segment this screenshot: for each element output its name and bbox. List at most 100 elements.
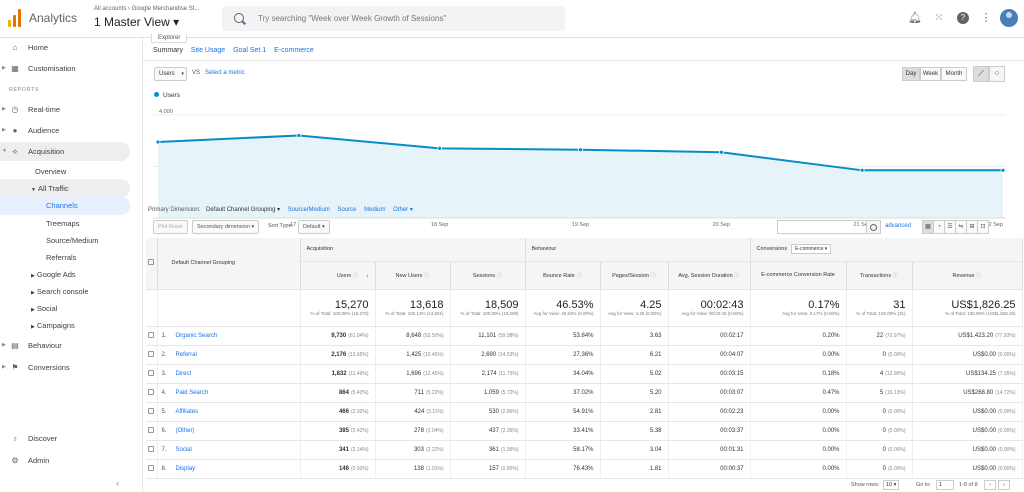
row-channel-link[interactable]: 6. (Other) xyxy=(157,421,301,441)
row-channel-link[interactable]: 8. Display xyxy=(157,459,301,479)
sidebar-item-search-console[interactable]: ▶ Search console xyxy=(31,287,89,296)
collapse-sidebar-icon[interactable]: ‹ xyxy=(116,478,119,488)
show-rows-select[interactable]: 10 ▾ xyxy=(883,480,900,490)
row-channel-link[interactable]: 4. Paid Search xyxy=(157,383,301,403)
row-checkbox[interactable] xyxy=(146,402,158,422)
sidebar-item-overview[interactable]: Overview xyxy=(35,167,67,176)
period-week-button[interactable]: Week xyxy=(920,67,941,81)
pivot-view-icon[interactable]: ⊡ xyxy=(977,220,989,234)
select-all-checkbox[interactable] xyxy=(146,238,158,290)
subtab-site-usage[interactable]: Site Usage xyxy=(190,47,226,54)
cell-conversion-rate: 0.00% xyxy=(750,440,847,460)
primary-dimension-value[interactable]: Default Channel Grouping ▾ xyxy=(206,207,281,213)
sidebar-item-home[interactable]: ⌂ Home xyxy=(0,38,130,57)
data-point[interactable] xyxy=(718,149,724,155)
select-metric-link[interactable]: Select a metric xyxy=(205,70,245,76)
sidebar-item-conversions[interactable]: ▶ ⚑ Conversions xyxy=(0,358,130,377)
sidebar-item-realtime[interactable]: ▶ ◷ Real-time xyxy=(0,100,130,119)
column-header-new-users[interactable]: New Users ⓘ xyxy=(375,261,451,290)
period-month-button[interactable]: Month xyxy=(941,67,967,81)
sidebar-item-acquisition[interactable]: ▼ ⟡ Acquisition xyxy=(0,142,130,161)
sidebar-item-channels[interactable]: Channels xyxy=(0,196,130,215)
row-checkbox[interactable] xyxy=(146,440,158,460)
tab-explorer[interactable]: Explorer xyxy=(151,34,188,43)
subtab-ecommerce[interactable]: E-commerce xyxy=(274,47,314,54)
sidebar-item-customisation[interactable]: ▶ ▦ Customisation xyxy=(0,59,130,78)
sidebar-item-admin[interactable]: ⚙ Admin xyxy=(0,451,130,470)
data-point[interactable] xyxy=(437,146,443,151)
sidebar-item-source-medium[interactable]: Source/Medium xyxy=(46,236,99,245)
sidebar-item-discover[interactable]: ♁ Discover xyxy=(0,429,130,448)
motion-chart-icon[interactable]: ⁘ xyxy=(989,66,1005,82)
prev-page-icon[interactable]: ‹ xyxy=(984,480,996,490)
row-checkbox[interactable] xyxy=(146,345,158,365)
acquisition-icon: ⟡ xyxy=(12,147,18,156)
bell-icon[interactable]: 🔔︎ xyxy=(908,12,922,24)
table-search-input[interactable] xyxy=(777,220,867,234)
row-checkbox[interactable] xyxy=(146,383,158,403)
column-header-bounce-rate[interactable]: Bounce Rate ⓘ xyxy=(525,261,601,290)
row-channel-link[interactable]: 1. Organic Search xyxy=(157,326,301,346)
metric-select[interactable]: Users ▾ xyxy=(154,67,187,81)
sidebar-item-campaigns[interactable]: ▶ Campaigns xyxy=(31,321,75,330)
sort-type-label: Sort Type: xyxy=(268,223,293,229)
row-checkbox[interactable] xyxy=(146,459,158,479)
sort-type-select[interactable]: Default ▾ xyxy=(298,220,330,234)
apps-icon[interactable]: ⁙ xyxy=(934,12,944,24)
analytics-logo[interactable] xyxy=(8,9,22,27)
conversions-select[interactable]: E-commerce ▾ xyxy=(791,244,832,255)
advanced-filter-link[interactable]: advanced xyxy=(885,223,912,229)
more-vert-icon[interactable]: ⋮ xyxy=(980,12,992,24)
column-header-conversion-rate[interactable]: E-commerce Conversion Rate xyxy=(750,261,847,290)
search-box[interactable]: Try searching "Week over Week Growth of … xyxy=(222,6,565,31)
row-channel-link[interactable]: 3. Direct xyxy=(157,364,301,384)
period-day-button[interactable]: Day xyxy=(902,67,920,81)
expand-arrow-icon: ▶ xyxy=(2,65,6,71)
column-header-avg-duration[interactable]: Avg. Session Duration ⓘ xyxy=(668,261,751,290)
goto-input[interactable]: 1 xyxy=(936,480,954,490)
sidebar-item-audience[interactable]: ▶ ● Audience xyxy=(0,121,130,140)
dimension-link-source[interactable]: Source xyxy=(337,207,357,213)
row-channel-link[interactable]: 7. Social xyxy=(157,440,301,460)
help-icon[interactable]: ? xyxy=(957,12,969,24)
column-header-pages-session[interactable]: Pages/Session ⓘ xyxy=(600,261,669,290)
data-point[interactable] xyxy=(1000,167,1005,173)
line-chart-icon[interactable]: ⟋ xyxy=(973,66,989,82)
row-checkbox[interactable] xyxy=(146,326,158,346)
sidebar-item-referrals[interactable]: Referrals xyxy=(46,253,77,262)
sidebar-item-all-traffic[interactable]: ▼ All Traffic xyxy=(0,179,130,198)
sidebar-item-treemaps[interactable]: Treemaps xyxy=(46,219,80,228)
column-header-users[interactable]: Users ⓘ ↓ xyxy=(300,261,376,290)
data-point[interactable] xyxy=(155,139,161,145)
dimension-link-other[interactable]: Other ▾ xyxy=(393,207,413,213)
view-selector[interactable]: 1 Master View ▾ xyxy=(94,15,180,29)
row-checkbox[interactable] xyxy=(146,364,158,384)
column-header-dimension[interactable]: Default Channel Grouping xyxy=(157,238,301,290)
column-header-revenue[interactable]: Revenue ⓘ xyxy=(912,261,1023,290)
row-index: 2. xyxy=(161,351,167,358)
search-icon[interactable] xyxy=(867,220,881,234)
column-header-sessions[interactable]: Sessions ⓘ xyxy=(450,261,526,290)
top-bar: Analytics All accounts › Google Merchand… xyxy=(0,0,1024,38)
data-point[interactable] xyxy=(859,167,865,173)
data-point[interactable] xyxy=(578,147,583,153)
next-page-icon[interactable]: › xyxy=(998,480,1010,490)
avatar[interactable] xyxy=(1000,9,1018,27)
secondary-dimension-select[interactable]: Secondary dimension ▾ xyxy=(192,220,260,234)
row-channel-link[interactable]: 5. Affiliates xyxy=(157,402,301,422)
sidebar-item-social[interactable]: ▶ Social xyxy=(31,304,58,313)
sidebar-item-google-ads[interactable]: ▶ Google Ads xyxy=(31,270,76,279)
row-checkbox[interactable] xyxy=(146,421,158,441)
row-channel-link[interactable]: 2. Referral xyxy=(157,345,301,365)
account-breadcrumb[interactable]: All accounts › Google Merchandise St... xyxy=(94,6,200,12)
plot-rows-button[interactable]: Plot Rows xyxy=(153,220,188,234)
subtab-goal-set[interactable]: Goal Set 1 xyxy=(233,47,267,54)
sidebar-item-behaviour[interactable]: ▶ ▤ Behaviour xyxy=(0,336,130,355)
dimension-link-medium[interactable]: Medium xyxy=(364,207,386,213)
data-point[interactable] xyxy=(296,133,302,138)
column-header-transactions[interactable]: Transactions ⓘ xyxy=(846,261,913,290)
subtab-summary[interactable]: Summary xyxy=(153,47,183,54)
cell-users: 864 (5.42%) xyxy=(300,383,376,403)
dimension-link-source-medium[interactable]: Source/Medium xyxy=(287,207,330,213)
